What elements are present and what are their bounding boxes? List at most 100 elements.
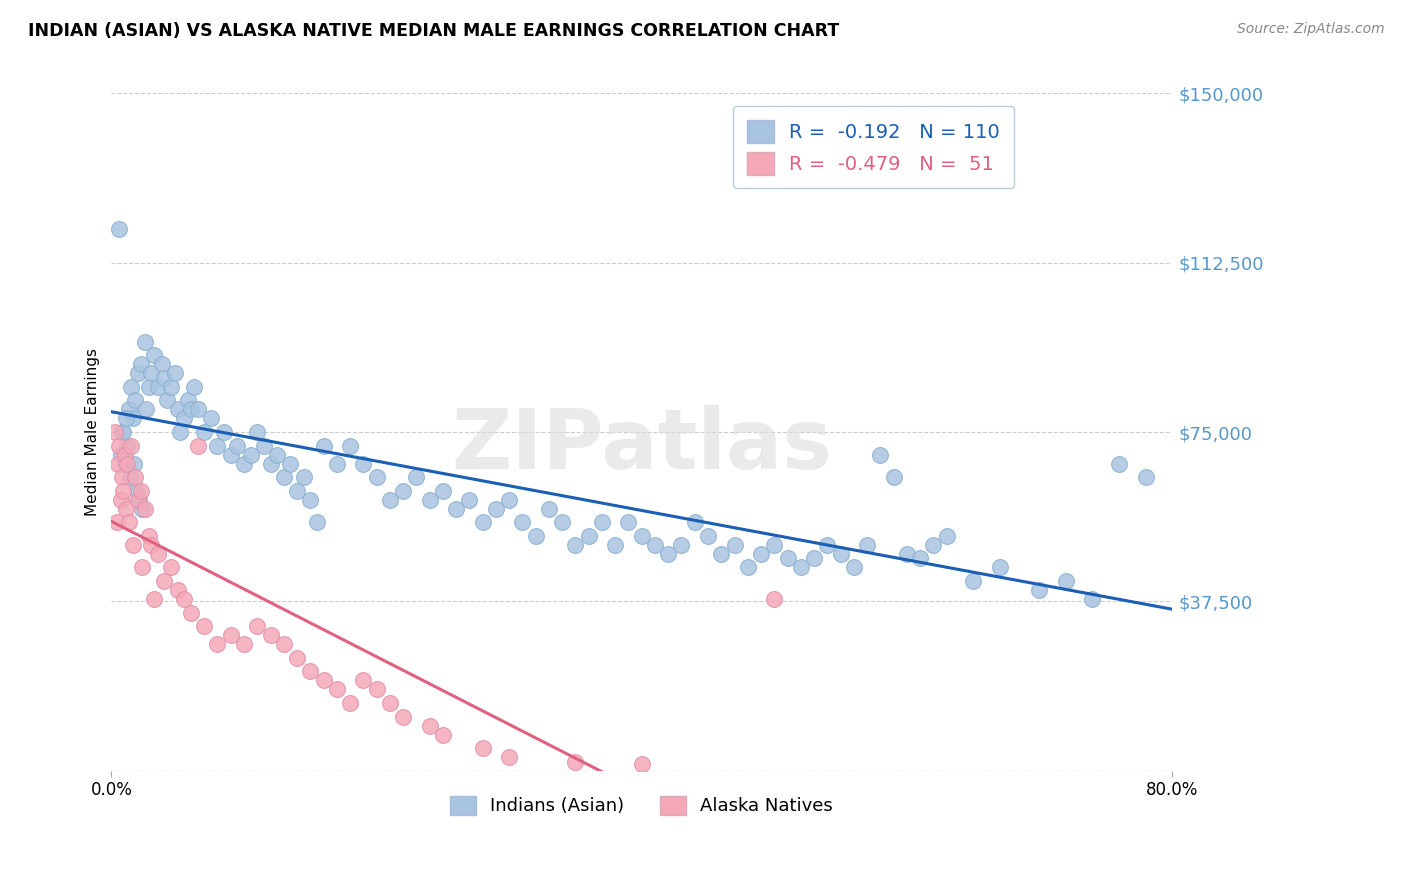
Point	[683, 516, 706, 530]
Point	[138, 529, 160, 543]
Point	[392, 483, 415, 498]
Point	[117, 516, 139, 530]
Point	[112, 483, 135, 498]
Point	[129, 357, 152, 371]
Point	[166, 583, 188, 598]
Point	[305, 516, 328, 530]
Point	[226, 439, 249, 453]
Point	[710, 547, 733, 561]
Point	[160, 380, 183, 394]
Point	[896, 547, 918, 561]
Point	[212, 425, 235, 439]
Point	[127, 367, 149, 381]
Point	[842, 560, 865, 574]
Point	[444, 501, 467, 516]
Point	[259, 628, 281, 642]
Point	[749, 547, 772, 561]
Text: Source: ZipAtlas.com: Source: ZipAtlas.com	[1237, 22, 1385, 37]
Point	[107, 63, 129, 78]
Point	[142, 592, 165, 607]
Point	[671, 538, 693, 552]
Point	[935, 529, 957, 543]
Point	[326, 457, 349, 471]
Point	[134, 334, 156, 349]
Point	[471, 516, 494, 530]
Point	[285, 650, 308, 665]
Point	[169, 425, 191, 439]
Point	[605, 538, 627, 552]
Point	[246, 425, 269, 439]
Point	[312, 673, 335, 688]
Point	[419, 492, 441, 507]
Point	[153, 574, 176, 588]
Point	[160, 560, 183, 574]
Point	[537, 501, 560, 516]
Point	[830, 547, 852, 561]
Point	[432, 483, 454, 498]
Point	[869, 448, 891, 462]
Point	[141, 367, 163, 381]
Point	[564, 538, 586, 552]
Point	[110, 492, 132, 507]
Point	[134, 501, 156, 516]
Point	[763, 538, 786, 552]
Point	[644, 538, 666, 552]
Point	[630, 756, 652, 771]
Point	[591, 516, 613, 530]
Point	[551, 516, 574, 530]
Point	[1108, 457, 1130, 471]
Point	[280, 457, 302, 471]
Point	[657, 547, 679, 561]
Point	[326, 682, 349, 697]
Point	[146, 380, 169, 394]
Point	[498, 492, 520, 507]
Point	[617, 516, 640, 530]
Point	[108, 439, 131, 453]
Point	[1054, 574, 1077, 588]
Point	[129, 483, 152, 498]
Point	[180, 606, 202, 620]
Point	[166, 402, 188, 417]
Point	[366, 682, 388, 697]
Point	[127, 492, 149, 507]
Point	[200, 411, 222, 425]
Point	[105, 516, 128, 530]
Point	[266, 448, 288, 462]
Point	[219, 628, 242, 642]
Point	[173, 592, 195, 607]
Point	[458, 492, 481, 507]
Point	[141, 538, 163, 552]
Point	[153, 371, 176, 385]
Point	[378, 492, 401, 507]
Point	[378, 696, 401, 710]
Point	[183, 380, 205, 394]
Point	[112, 425, 135, 439]
Point	[1028, 583, 1050, 598]
Point	[111, 425, 134, 439]
Point	[193, 425, 215, 439]
Point	[207, 637, 229, 651]
Point	[471, 741, 494, 756]
Point	[630, 529, 652, 543]
Point	[352, 673, 374, 688]
Point	[856, 538, 879, 552]
Point	[1081, 592, 1104, 607]
Point	[259, 457, 281, 471]
Text: ZIPatlas: ZIPatlas	[451, 405, 832, 486]
Point	[512, 516, 534, 530]
Point	[697, 529, 720, 543]
Point	[114, 457, 136, 471]
Point	[790, 560, 813, 574]
Point	[392, 709, 415, 723]
Point	[124, 393, 146, 408]
Point	[131, 560, 153, 574]
Point	[239, 448, 262, 462]
Point	[273, 637, 295, 651]
Point	[117, 457, 139, 471]
Point	[285, 483, 308, 498]
Point	[292, 470, 315, 484]
Point	[177, 393, 200, 408]
Point	[142, 348, 165, 362]
Point	[108, 222, 131, 236]
Point	[763, 592, 786, 607]
